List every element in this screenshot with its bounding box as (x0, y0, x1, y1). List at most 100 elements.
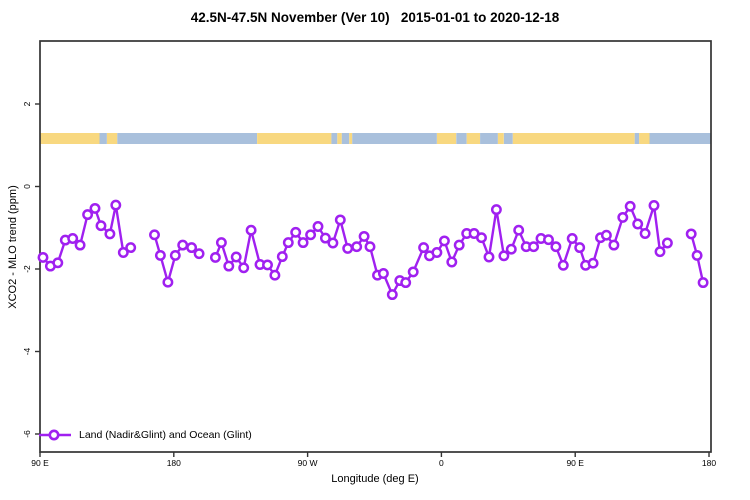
data-point-marker (297, 237, 309, 249)
data-point-marker (209, 251, 221, 263)
map-strip-segment-ocean (480, 133, 498, 144)
data-point-marker (74, 239, 86, 251)
map-strip-segment-land (512, 133, 635, 144)
data-point-marker (483, 251, 495, 263)
data-point-marker (82, 209, 94, 221)
data-point-marker (186, 242, 198, 254)
data-point-marker (566, 233, 578, 244)
map-strip-segment-ocean (99, 133, 107, 144)
map-strip-segment-ocean (352, 133, 437, 144)
data-point-marker (550, 241, 562, 253)
map-strip-segment-land (349, 133, 353, 144)
plot-frame (39, 40, 712, 453)
data-point-marker (269, 269, 281, 281)
data-point-marker (528, 241, 540, 253)
map-strip-segment-land (40, 133, 100, 144)
data-point-marker (282, 237, 294, 249)
data-point-marker (691, 249, 703, 261)
data-point-marker (89, 202, 101, 214)
map-strip-segment-land (257, 133, 332, 144)
y-tick-label: 2 (22, 101, 32, 106)
y-tick-label: -4 (22, 347, 32, 355)
x-axis-label: Longitude (deg E) (331, 473, 419, 485)
chart-title: 42.5N-47.5N November (Ver 10) 2015-01-01… (190, 10, 560, 25)
data-point-marker (238, 262, 250, 274)
data-point-marker (505, 243, 517, 255)
data-point-marker (438, 235, 450, 247)
data-point-marker (95, 220, 107, 232)
data-point-marker (245, 224, 257, 236)
data-point-marker (162, 276, 174, 288)
data-point-marker (342, 242, 354, 254)
map-strip-segment-land (466, 133, 481, 144)
y-tick-label: 0 (22, 184, 32, 189)
legend-label: Land (Nadir&Glint) and Ocean (Glint) (79, 429, 252, 441)
data-point-marker (154, 249, 166, 261)
map-strip-segment-land (106, 133, 118, 144)
map-strip-segment-ocean (117, 133, 257, 144)
data-point-marker (632, 218, 644, 230)
data-point-marker (476, 232, 487, 244)
map-strip-segment-land (337, 133, 342, 144)
data-point-marker (639, 228, 651, 239)
data-point-marker (319, 232, 331, 244)
x-tick-label: 90 E (566, 458, 584, 468)
x-tick-label: 90 E (31, 458, 49, 468)
data-point-marker (110, 199, 122, 211)
data-point-marker (52, 257, 64, 269)
y-tick-label: -2 (22, 265, 32, 273)
data-point-marker (557, 259, 569, 271)
data-point-marker (446, 256, 458, 268)
data-point-marker (617, 211, 629, 223)
data-point-marker (334, 214, 346, 226)
data-point-marker (661, 237, 673, 249)
data-point-marker (223, 260, 235, 272)
data-point-marker (358, 230, 370, 242)
data-point-marker (125, 242, 137, 254)
data-point-marker (230, 251, 242, 263)
map-strip-segment-land (497, 133, 504, 144)
data-point-marker (587, 257, 599, 269)
data-point-marker (400, 277, 412, 289)
y-axis-label: XCO2 - MLO trend (ppm) (7, 185, 19, 309)
data-point-marker (377, 268, 389, 279)
data-point-marker (193, 248, 205, 260)
data-point-marker (386, 289, 398, 301)
data-point-marker (67, 233, 79, 244)
data-point-marker (418, 242, 430, 254)
data-point-marker (169, 249, 181, 261)
data-point-marker (305, 229, 317, 241)
map-strip-segment-ocean (341, 133, 350, 144)
data-point-marker (364, 241, 376, 253)
y-tick-label: -6 (22, 430, 32, 438)
data-point-marker (574, 242, 586, 254)
data-point-marker (37, 251, 49, 263)
legend: Land (Nadir&Glint) and Ocean (Glint) (38, 428, 252, 442)
legend-marker-icon (39, 429, 71, 441)
data-point-marker (351, 241, 363, 253)
data-point-marker (407, 266, 419, 278)
x-tick-label: 180 (167, 458, 181, 468)
data-point-marker (513, 224, 525, 236)
data-point-marker (262, 259, 273, 271)
data-point-marker (104, 228, 116, 240)
data-point-marker (685, 228, 697, 240)
data-point-marker (654, 246, 666, 258)
data-point-marker (600, 229, 612, 241)
x-tick-label: 0 (439, 458, 444, 468)
data-point-marker (431, 247, 443, 258)
map-strip-segment-land (639, 133, 650, 144)
map-strip-segment-land (436, 133, 457, 144)
map-strip-segment-ocean (456, 133, 467, 144)
data-point-marker (490, 204, 502, 216)
data-point-marker (117, 247, 129, 258)
map-strip-segment-ocean (331, 133, 338, 144)
data-point-marker (453, 239, 465, 251)
map-strip-segment-ocean (503, 133, 513, 144)
map-strip-segment-ocean (634, 133, 640, 144)
data-point-marker (312, 221, 324, 232)
data-point-marker (290, 226, 302, 238)
data-point-marker (624, 200, 636, 212)
